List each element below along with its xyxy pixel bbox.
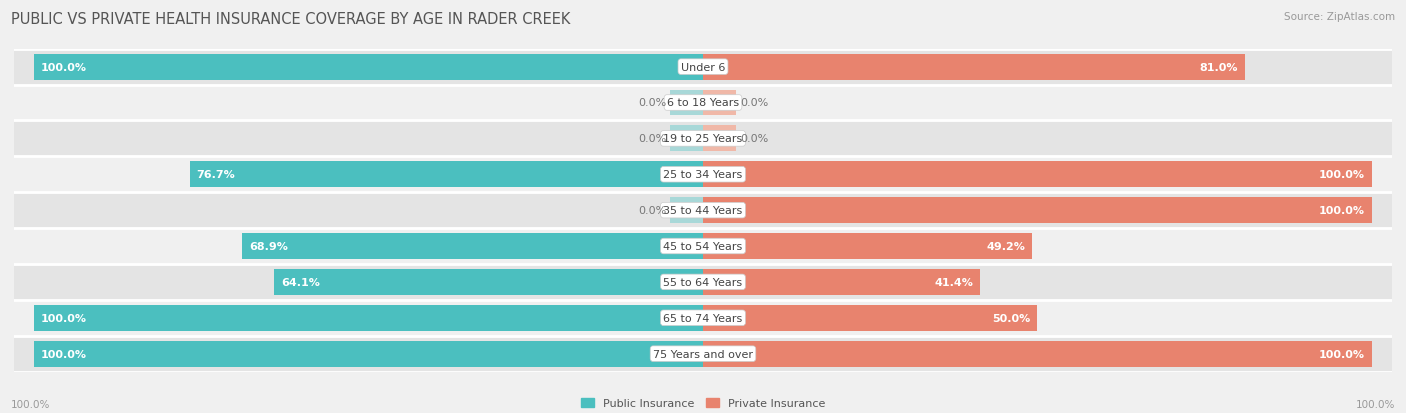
Text: 68.9%: 68.9%	[249, 242, 288, 252]
Text: 0.0%: 0.0%	[638, 206, 666, 216]
Bar	[703, 305, 1038, 331]
Text: 100.0%: 100.0%	[41, 313, 87, 323]
Text: 100.0%: 100.0%	[41, 62, 87, 72]
Bar	[703, 55, 1244, 81]
Text: 100.0%: 100.0%	[1319, 206, 1365, 216]
Text: 55 to 64 Years: 55 to 64 Years	[664, 277, 742, 287]
Text: 0.0%: 0.0%	[638, 134, 666, 144]
Bar	[14, 121, 1392, 157]
Bar	[14, 264, 1392, 300]
Text: 100.0%: 100.0%	[1319, 170, 1365, 180]
Text: 75 Years and over: 75 Years and over	[652, 349, 754, 359]
Bar	[274, 269, 703, 295]
Bar	[14, 336, 1392, 372]
Bar	[14, 300, 1392, 336]
Text: 100.0%: 100.0%	[1355, 399, 1395, 409]
Text: 0.0%: 0.0%	[638, 98, 666, 108]
Bar	[14, 50, 1392, 85]
Bar	[34, 305, 703, 331]
Text: 64.1%: 64.1%	[281, 277, 319, 287]
Text: Source: ZipAtlas.com: Source: ZipAtlas.com	[1284, 12, 1395, 22]
Bar	[703, 269, 980, 295]
Text: 35 to 44 Years: 35 to 44 Years	[664, 206, 742, 216]
Bar	[14, 193, 1392, 228]
Text: Under 6: Under 6	[681, 62, 725, 72]
Bar	[703, 341, 1372, 367]
Text: 100.0%: 100.0%	[41, 349, 87, 359]
Bar	[14, 157, 1392, 193]
Bar	[669, 198, 703, 223]
Text: 41.4%: 41.4%	[935, 277, 973, 287]
Bar	[34, 341, 703, 367]
Text: 76.7%: 76.7%	[197, 170, 235, 180]
Text: 100.0%: 100.0%	[1319, 349, 1365, 359]
Bar	[703, 162, 1372, 188]
Bar	[669, 90, 703, 116]
Bar	[669, 126, 703, 152]
Bar	[34, 55, 703, 81]
Text: 25 to 34 Years: 25 to 34 Years	[664, 170, 742, 180]
Bar	[14, 228, 1392, 264]
Text: 50.0%: 50.0%	[993, 313, 1031, 323]
Text: 49.2%: 49.2%	[987, 242, 1025, 252]
Bar	[190, 162, 703, 188]
Text: 19 to 25 Years: 19 to 25 Years	[664, 134, 742, 144]
Legend: Public Insurance, Private Insurance: Public Insurance, Private Insurance	[581, 398, 825, 408]
Bar	[703, 233, 1032, 259]
Text: 0.0%: 0.0%	[740, 134, 768, 144]
Text: 0.0%: 0.0%	[740, 98, 768, 108]
Bar	[703, 126, 737, 152]
Text: PUBLIC VS PRIVATE HEALTH INSURANCE COVERAGE BY AGE IN RADER CREEK: PUBLIC VS PRIVATE HEALTH INSURANCE COVER…	[11, 12, 571, 27]
Bar	[703, 90, 737, 116]
Text: 100.0%: 100.0%	[11, 399, 51, 409]
Bar	[242, 233, 703, 259]
Text: 65 to 74 Years: 65 to 74 Years	[664, 313, 742, 323]
Text: 6 to 18 Years: 6 to 18 Years	[666, 98, 740, 108]
Bar	[14, 85, 1392, 121]
Text: 45 to 54 Years: 45 to 54 Years	[664, 242, 742, 252]
Text: 81.0%: 81.0%	[1199, 62, 1239, 72]
Bar	[703, 198, 1372, 223]
